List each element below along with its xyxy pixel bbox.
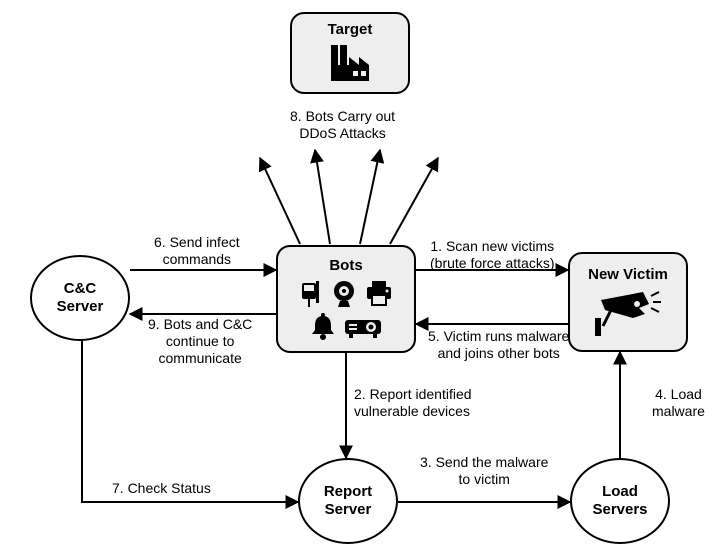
edge-label-5: 5. Victim runs malware and joins other b…: [428, 328, 569, 362]
bell-icon: [309, 312, 337, 342]
printer-icon: [364, 279, 394, 309]
load-label: Load Servers: [592, 483, 647, 519]
projector-icon: [343, 314, 383, 340]
cctv-icon: [593, 288, 663, 338]
node-target: Target: [290, 12, 410, 94]
edge-label-4: 4. Load malware: [652, 386, 705, 420]
edge-label-9: 9. Bots and C&C continue to communicate: [148, 316, 252, 366]
node-bots: Bots: [276, 245, 416, 353]
edge-label-1: 1. Scan new victims (brute force attacks…: [430, 238, 555, 272]
edge-label-6: 6. Send infect commands: [154, 234, 240, 268]
report-label: Report Server: [324, 483, 372, 519]
node-new-victim: New Victim: [568, 252, 688, 352]
edge-label-8: 8. Bots Carry out DDoS Attacks: [290, 108, 395, 142]
node-report-server: Report Server: [298, 458, 398, 544]
bots-label: Bots: [329, 257, 362, 275]
new-victim-label: New Victim: [588, 266, 668, 284]
edge-label-7: 7. Check Status: [112, 480, 211, 497]
node-load-servers: Load Servers: [570, 458, 670, 544]
node-cc-server: C&C Server: [30, 255, 130, 341]
iv-drip-icon: [298, 279, 324, 309]
factory-icon: [325, 41, 375, 85]
target-label: Target: [328, 21, 373, 39]
cc-label: C&C Server: [57, 280, 104, 316]
webcam-icon: [330, 279, 358, 309]
edge-label-2: 2. Report identified vulnerable devices: [354, 386, 472, 420]
edge-8-ddos: [260, 150, 438, 244]
edge-label-3: 3. Send the malware to victim: [420, 454, 548, 488]
